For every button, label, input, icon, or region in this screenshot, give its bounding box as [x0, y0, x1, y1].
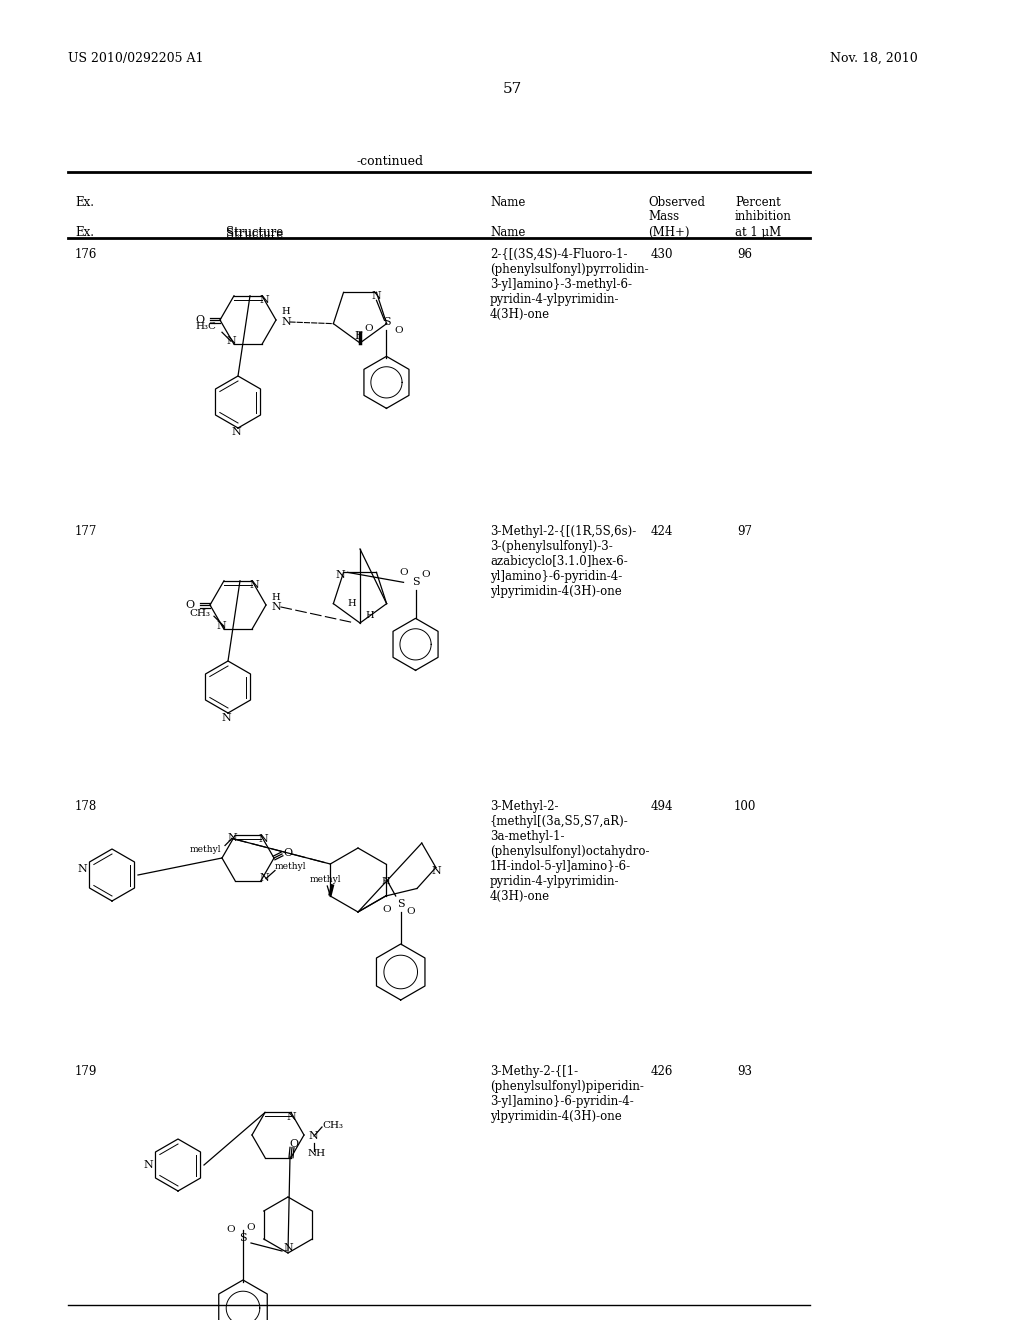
Text: S: S: [383, 317, 390, 327]
Text: S: S: [397, 899, 404, 909]
Text: Mass: Mass: [648, 210, 679, 223]
Text: Ex.: Ex.: [75, 226, 94, 239]
Text: 3-Methy-2-{[1-
(phenylsulfonyl)piperidin-
3-yl]amino}-6-pyridin-4-
ylpyrimidin-4: 3-Methy-2-{[1- (phenylsulfonyl)piperidin…: [490, 1065, 644, 1123]
Text: O: O: [185, 601, 195, 610]
Text: N: N: [372, 292, 381, 301]
Text: H: H: [348, 598, 356, 607]
Text: 2-{[(3S,4S)-4-Fluoro-1-
(phenylsulfonyl)pyrrolidin-
3-yl]amino}-3-methyl-6-
pyri: 2-{[(3S,4S)-4-Fluoro-1- (phenylsulfonyl)…: [490, 248, 648, 321]
Text: O: O: [226, 1225, 236, 1234]
Text: CH₃: CH₃: [322, 1121, 343, 1130]
Text: O: O: [196, 315, 205, 325]
Text: NH: NH: [308, 1148, 326, 1158]
Text: N: N: [281, 317, 291, 327]
Text: H: H: [381, 878, 390, 887]
Text: -continued: -continued: [356, 154, 424, 168]
Text: 96: 96: [737, 248, 753, 261]
Text: S: S: [240, 1233, 247, 1243]
Text: O: O: [421, 570, 430, 579]
Text: O: O: [284, 847, 293, 858]
Text: Name: Name: [490, 226, 525, 239]
Text: N: N: [308, 1131, 317, 1140]
Text: Structure: Structure: [226, 226, 284, 239]
Text: N: N: [143, 1160, 153, 1170]
Text: US 2010/0292205 A1: US 2010/0292205 A1: [68, 51, 204, 65]
Text: Percent: Percent: [735, 195, 780, 209]
Text: N: N: [271, 602, 281, 612]
Text: N: N: [249, 579, 259, 590]
Text: (MH+): (MH+): [648, 226, 689, 239]
Text: Structure: Structure: [226, 228, 284, 242]
Text: methyl: methyl: [189, 845, 221, 854]
Text: H: H: [271, 593, 280, 602]
Text: 426: 426: [651, 1065, 673, 1078]
Text: at 1 μM: at 1 μM: [735, 226, 781, 239]
Text: H: H: [281, 308, 290, 317]
Text: H₃C: H₃C: [195, 322, 216, 331]
Text: 179: 179: [75, 1065, 97, 1078]
Text: N: N: [258, 834, 268, 845]
Text: 494: 494: [650, 800, 673, 813]
Text: N: N: [283, 1243, 293, 1253]
Text: N: N: [77, 865, 87, 874]
Text: N: N: [259, 294, 269, 305]
Text: Ex.: Ex.: [75, 195, 94, 209]
Text: 3-Methyl-2-
{methyl[(3a,S5,S7,aR)-
3a-methyl-1-
(phenylsulfonyl)octahydro-
1H-in: 3-Methyl-2- {methyl[(3a,S5,S7,aR)- 3a-me…: [490, 800, 649, 903]
Text: N: N: [431, 866, 440, 875]
Text: N: N: [226, 337, 236, 346]
Text: 177: 177: [75, 525, 97, 539]
Text: O: O: [382, 904, 391, 913]
Text: S: S: [412, 577, 420, 587]
Text: N: N: [231, 426, 241, 437]
Text: methyl: methyl: [309, 875, 341, 884]
Text: CH₃: CH₃: [189, 609, 210, 618]
Text: 3-Methyl-2-{[(1R,5S,6s)-
3-(phenylsulfonyl)-3-
azabicyclo[3.1.0]hex-6-
yl]amino}: 3-Methyl-2-{[(1R,5S,6s)- 3-(phenylsulfon…: [490, 525, 636, 598]
Text: 176: 176: [75, 248, 97, 261]
Text: F: F: [354, 331, 361, 341]
Text: 424: 424: [651, 525, 673, 539]
Text: O: O: [394, 326, 402, 335]
Text: O: O: [290, 1139, 299, 1148]
Text: Observed: Observed: [648, 195, 705, 209]
Text: N: N: [221, 713, 230, 723]
Text: N: N: [216, 622, 226, 631]
Text: O: O: [247, 1224, 255, 1233]
Text: O: O: [399, 568, 408, 577]
Text: 97: 97: [737, 525, 753, 539]
Text: methyl: methyl: [275, 862, 306, 871]
Text: N: N: [227, 833, 237, 843]
Text: 93: 93: [737, 1065, 753, 1078]
Text: Nov. 18, 2010: Nov. 18, 2010: [830, 51, 918, 65]
Text: N: N: [259, 873, 269, 883]
Text: N: N: [336, 570, 345, 581]
Text: H: H: [366, 610, 375, 619]
Text: 100: 100: [734, 800, 756, 813]
Text: 430: 430: [650, 248, 673, 261]
Text: 57: 57: [503, 82, 521, 96]
Text: O: O: [407, 908, 415, 916]
Text: O: O: [365, 323, 373, 333]
Text: Name: Name: [490, 195, 525, 209]
Text: N: N: [286, 1113, 296, 1122]
Text: 178: 178: [75, 800, 97, 813]
Text: inhibition: inhibition: [735, 210, 792, 223]
